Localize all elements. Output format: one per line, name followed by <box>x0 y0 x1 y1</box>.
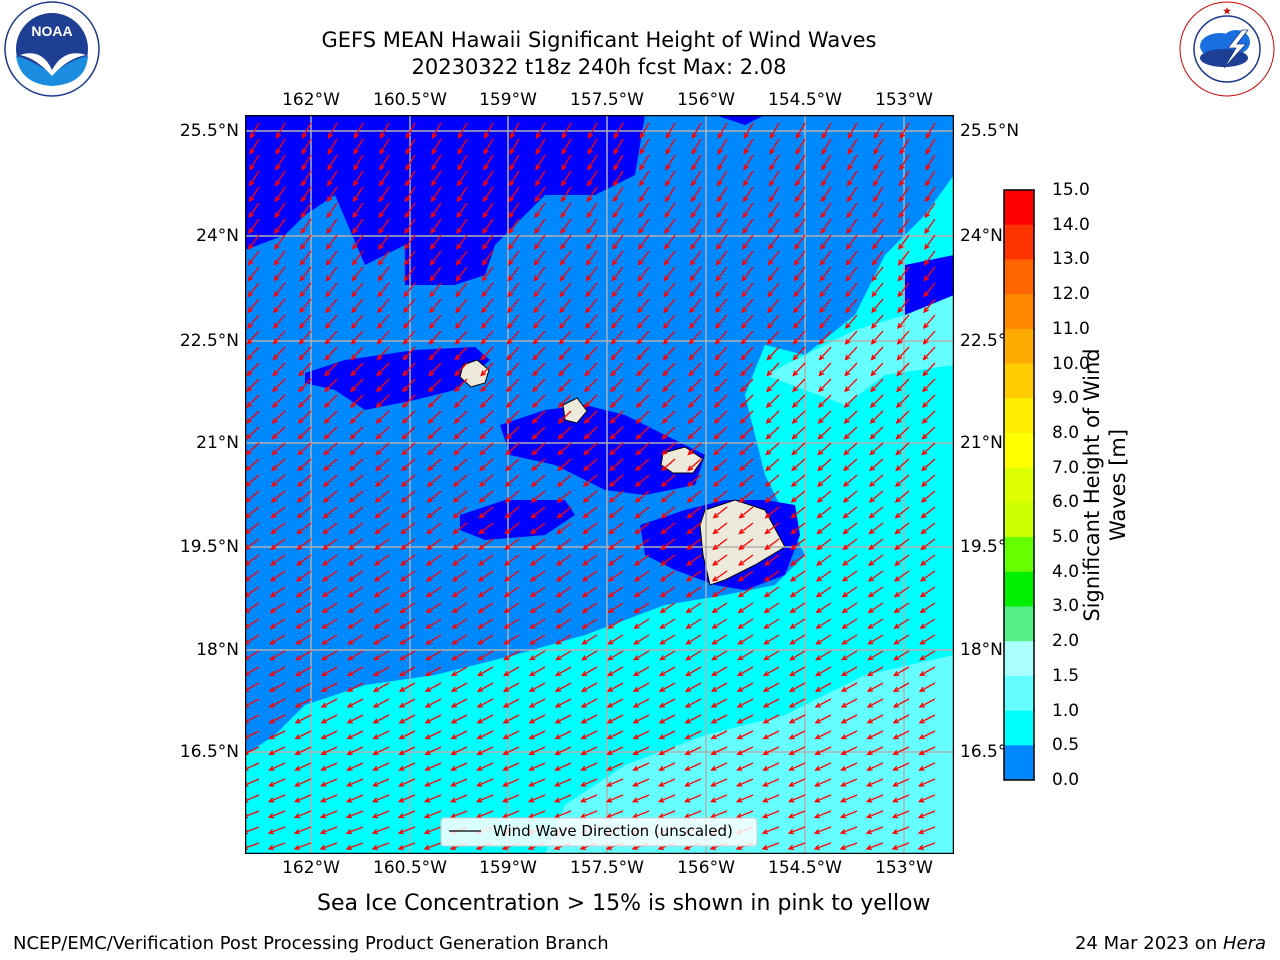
colorbar-segment-11 <box>1004 571 1034 607</box>
blue-region-oahu <box>500 405 705 495</box>
colorbar-label-7: 8.0 <box>1052 422 1080 443</box>
chart-title: GEFS MEAN Hawaii Significant Height of W… <box>321 28 877 52</box>
map-panel <box>245 115 954 854</box>
blue-region-north <box>245 115 645 285</box>
colorbar-segment-7 <box>1004 432 1034 469</box>
blue-region-kauai <box>305 347 490 410</box>
footer-date: 24 Mar 2023 on <box>1074 933 1223 954</box>
lon-tick-bottom-4: 156°W <box>677 858 735 878</box>
colorbar-segment-3 <box>1004 294 1034 330</box>
colorbar-title-line2: Waves [m] <box>1106 428 1130 542</box>
colorbar-segment-14 <box>1004 675 1034 712</box>
footer-host: Hera <box>1222 933 1266 954</box>
lat-tick-right-0: 25.5°N <box>960 121 1020 141</box>
light-cyan-region <box>545 655 954 854</box>
lon-tick-bottom-2: 159°W <box>479 858 537 878</box>
colorbar-segment-15 <box>1004 710 1034 746</box>
noaa-logo: NOAA <box>4 1 100 97</box>
colorbar-segment-1 <box>1004 224 1034 260</box>
land-kauai <box>459 359 490 388</box>
lat-tick-right-1: 24°N <box>960 226 1003 246</box>
colorbar-label-14: 1.5 <box>1052 665 1080 686</box>
colorbar-label-4: 11.0 <box>1052 318 1090 339</box>
colorbar-label-16: 0.5 <box>1052 735 1080 756</box>
colorbar-label-15: 1.0 <box>1052 700 1080 721</box>
colorbar-segment-8 <box>1004 467 1034 503</box>
lat-tick-left-6: 16.5°N <box>179 742 239 762</box>
map-frame <box>245 115 954 854</box>
colorbar-label-13: 2.0 <box>1052 631 1080 652</box>
lon-tick-top-5: 154.5°W <box>768 90 842 110</box>
colorbar-label-17: 0.0 <box>1052 770 1080 790</box>
colorbar <box>1003 189 1035 781</box>
lat-tick-right-5: 18°N <box>960 640 1003 660</box>
lat-tick-right-3: 21°N <box>960 433 1003 453</box>
colorbar-label-2: 13.0 <box>1052 249 1090 270</box>
footer-left: NCEP/EMC/Verification Post Processing Pr… <box>13 933 609 954</box>
colorbar-segment-9 <box>1004 502 1034 538</box>
land-big-island <box>699 499 786 586</box>
colorbar-label-10: 5.0 <box>1052 527 1080 548</box>
lon-tick-top-2: 159°W <box>479 90 537 110</box>
colorbar-label-12: 3.0 <box>1052 596 1080 617</box>
lon-tick-top-1: 160.5°W <box>373 90 447 110</box>
lon-tick-bottom-0: 162°W <box>282 858 340 878</box>
colorbar-label-0: 15.0 <box>1052 180 1090 200</box>
svg-text:★: ★ <box>1223 6 1232 16</box>
colorbar-label-5: 10.0 <box>1052 353 1090 374</box>
colorbar-segment-2 <box>1004 259 1034 295</box>
lat-tick-left-3: 21°N <box>196 433 239 453</box>
colorbar-label-3: 12.0 <box>1052 284 1090 305</box>
lon-tick-top-3: 157.5°W <box>570 90 644 110</box>
lon-tick-bottom-6: 153°W <box>875 858 933 878</box>
blue-region-east <box>905 255 954 315</box>
lat-tick-left-1: 24°N <box>196 226 239 246</box>
colorbar-label-1: 14.0 <box>1052 214 1090 235</box>
lat-tick-left-5: 18°N <box>196 640 239 660</box>
colorbar-segment-10 <box>1004 537 1034 573</box>
lon-tick-top-6: 153°W <box>875 90 933 110</box>
map-legend <box>440 817 758 847</box>
colorbar-segment-5 <box>1004 363 1034 399</box>
chart-subtitle: 20230322 t18z 240h fcst Max: 2.08 <box>411 55 787 79</box>
colorbar-segment-16 <box>1004 745 1034 781</box>
lat-tick-left-0: 25.5°N <box>179 121 239 141</box>
gridlines <box>245 115 954 854</box>
lon-tick-bottom-3: 157.5°W <box>570 858 644 878</box>
colorbar-label-11: 4.0 <box>1052 561 1080 582</box>
wind-arrows <box>245 122 936 850</box>
legend-label: Wind Wave Direction (unscaled) <box>493 822 733 840</box>
footer-right: 24 Mar 2023 on Hera <box>1075 933 1266 955</box>
lon-tick-top-4: 156°W <box>677 90 735 110</box>
lat-tick-left-4: 19.5°N <box>179 537 239 557</box>
blue-region-ne <box>715 115 765 125</box>
colorbar-label-8: 7.0 <box>1052 457 1080 478</box>
colorbar-segment-0 <box>1004 190 1034 226</box>
lon-tick-bottom-1: 160.5°W <box>373 858 447 878</box>
colorbar-segment-6 <box>1004 398 1034 434</box>
colorbar-segment-12 <box>1004 606 1034 642</box>
lat-tick-left-2: 22.5°N <box>179 331 239 351</box>
light-cyan-region-2 <box>765 295 954 405</box>
noaa-logo-text: NOAA <box>31 23 72 39</box>
nws-logo: ★ <box>1179 1 1275 97</box>
lon-tick-top-0: 162°W <box>282 90 340 110</box>
colorbar-segment-4 <box>1004 328 1034 365</box>
colorbar-label-6: 9.0 <box>1052 388 1080 409</box>
colorbar-title-line1: Significant Height of Wind <box>1080 348 1104 622</box>
colorbar-segment-13 <box>1004 641 1034 677</box>
lon-tick-bottom-5: 154.5°W <box>768 858 842 878</box>
colorbar-label-9: 6.0 <box>1052 492 1080 513</box>
sea-ice-note: Sea Ice Concentration > 15% is shown in … <box>317 891 931 916</box>
